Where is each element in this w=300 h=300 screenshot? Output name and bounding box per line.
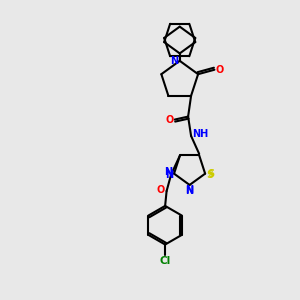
Text: S: S — [207, 170, 214, 180]
Text: N: N — [165, 170, 173, 180]
Text: N: N — [164, 167, 172, 177]
Text: N: N — [170, 56, 178, 66]
Text: O: O — [216, 65, 224, 75]
Text: O: O — [157, 185, 165, 195]
Text: S: S — [208, 169, 214, 179]
Text: N: N — [185, 186, 193, 196]
Text: NH: NH — [193, 129, 209, 140]
Text: N: N — [185, 185, 194, 195]
Text: O: O — [165, 115, 173, 124]
Text: Cl: Cl — [160, 256, 171, 266]
